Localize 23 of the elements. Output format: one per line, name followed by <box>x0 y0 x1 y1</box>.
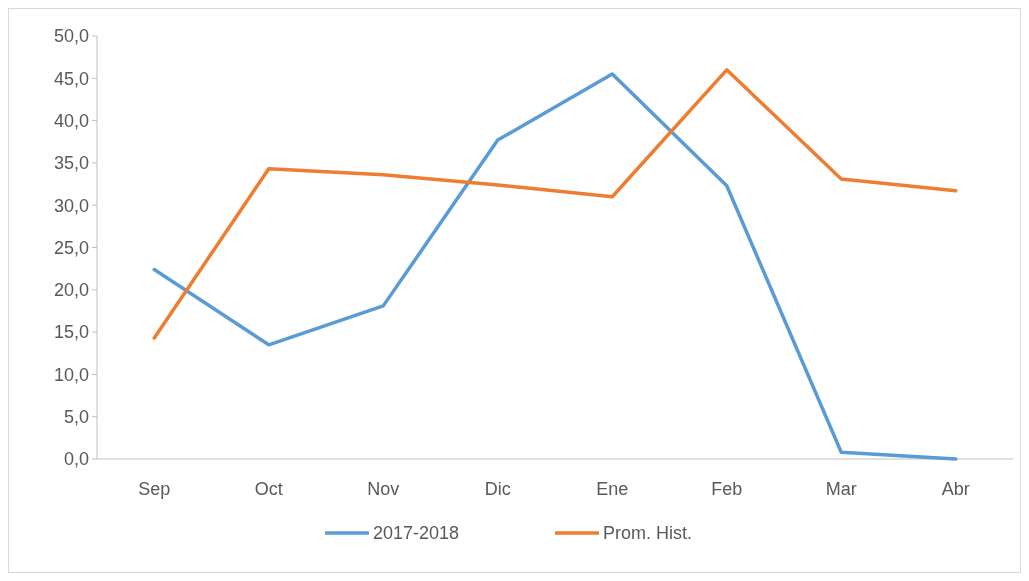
y-tick-label: 0,0 <box>63 449 89 470</box>
y-tick-label: 20,0 <box>53 280 89 301</box>
x-tick-label: Dic <box>484 479 511 499</box>
y-tick-label: 45,0 <box>53 68 89 89</box>
line-series <box>152 72 958 461</box>
y-tick-label: 10,0 <box>53 364 89 385</box>
legend-label: 2017-2018 <box>373 523 460 544</box>
x-tick-label: Oct <box>254 479 283 499</box>
y-tick-label: 25,0 <box>53 237 89 258</box>
y-tick-label: 35,0 <box>53 153 89 174</box>
y-tick-label: 50,0 <box>53 26 89 47</box>
x-tick-label: Sep <box>138 479 171 499</box>
line-series <box>152 68 958 340</box>
y-tick-label: 30,0 <box>53 195 89 216</box>
legend-label: Prom. Hist. <box>603 523 693 544</box>
x-tick-label: Mar <box>825 479 857 499</box>
y-tick-label: 15,0 <box>53 322 89 343</box>
y-tick-label: 5,0 <box>63 407 89 427</box>
x-tick-label: Nov <box>367 479 400 499</box>
x-tick-label: Abr <box>941 479 970 499</box>
x-tick-label: Ene <box>596 479 629 499</box>
x-tick-label: Feb <box>711 479 743 499</box>
y-tick-label: 40,0 <box>53 110 89 131</box>
